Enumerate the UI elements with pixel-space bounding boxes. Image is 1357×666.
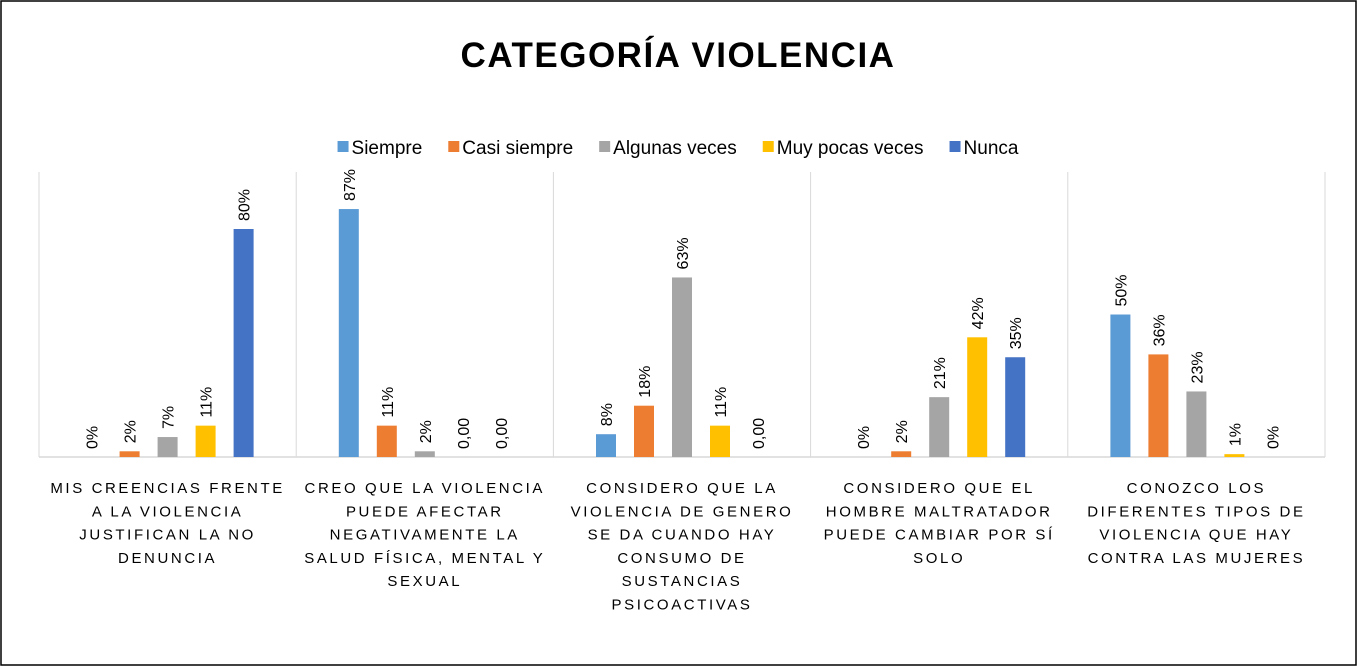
bar bbox=[119, 451, 140, 457]
legend: Siempre Casi siempre Algunas veces Muy poca… bbox=[337, 138, 1019, 159]
data-label: 7% bbox=[161, 406, 178, 429]
data-label: 42% bbox=[970, 297, 987, 329]
data-label: 0,00 bbox=[751, 418, 768, 449]
bar bbox=[672, 277, 692, 457]
x-tick-label: MIS CREENCIAS FRENTE A LA VIOLENCIA JUSTIF… bbox=[50, 480, 285, 567]
legend-label: Nunca bbox=[964, 138, 1019, 159]
data-label: 0% bbox=[85, 426, 102, 449]
data-label: 11% bbox=[380, 387, 397, 418]
bar bbox=[891, 451, 912, 457]
bar bbox=[195, 425, 216, 457]
data-label: 1% bbox=[1227, 423, 1244, 446]
x-tick-label: CONSIDERO QUE LA VIOLENCIA DE GENERO SE DA… bbox=[571, 480, 794, 614]
legend-label: Muy pocas veces bbox=[777, 138, 924, 159]
data-label: 50% bbox=[1113, 274, 1130, 306]
data-label: 0,00 bbox=[494, 418, 511, 449]
bar bbox=[233, 229, 254, 457]
x-tick-label: CONSIDERO QUE EL HOMBRE MALTRATADOR PUEDE … bbox=[824, 480, 1055, 567]
data-label: 0% bbox=[1265, 426, 1282, 449]
data-label: 36% bbox=[1151, 314, 1168, 346]
data-label: 18% bbox=[637, 366, 654, 398]
bar bbox=[1224, 454, 1245, 457]
legend-label: Algunas veces bbox=[613, 138, 737, 159]
data-label: 2% bbox=[894, 420, 911, 443]
bar bbox=[157, 437, 178, 457]
bar bbox=[338, 209, 359, 457]
legend-swatch bbox=[949, 141, 961, 152]
data-label: 11% bbox=[713, 387, 730, 418]
data-label: 2% bbox=[123, 420, 140, 443]
bar bbox=[1148, 354, 1169, 457]
bar bbox=[414, 451, 435, 457]
x-tick-label: CREO QUE LA VIOLENCIA PUEDE AFECTAR NEGATI… bbox=[304, 480, 545, 590]
chart-title: CATEGORÍA VIOLENCIA bbox=[461, 35, 896, 75]
data-label: 63% bbox=[675, 237, 692, 269]
data-label: 0% bbox=[856, 426, 873, 449]
legend-swatch bbox=[337, 141, 349, 152]
bar bbox=[710, 425, 730, 457]
data-label: 80% bbox=[237, 189, 254, 221]
data-label: 23% bbox=[1189, 351, 1206, 383]
data-label: 87% bbox=[342, 169, 359, 201]
bar bbox=[376, 425, 397, 457]
legend-label: Casi siempre bbox=[462, 138, 573, 159]
legend-swatch bbox=[599, 141, 611, 152]
data-label: 35% bbox=[1008, 317, 1025, 349]
bar bbox=[1005, 357, 1026, 457]
data-label: 11% bbox=[199, 387, 216, 418]
bar bbox=[1186, 391, 1207, 457]
x-tick-label: CONOZCO LOS DIFERENTES TIPOS DE VIOLENCIA … bbox=[1087, 480, 1305, 567]
bar bbox=[967, 337, 988, 457]
legend-swatch bbox=[448, 141, 460, 152]
bar bbox=[634, 405, 654, 457]
bar bbox=[1110, 314, 1131, 457]
data-label: 8% bbox=[599, 403, 616, 426]
bar bbox=[929, 397, 950, 457]
data-label: 2% bbox=[418, 420, 435, 443]
legend-swatch bbox=[762, 141, 774, 152]
legend-label: Siempre bbox=[352, 138, 423, 159]
data-label: 0,00 bbox=[456, 418, 473, 449]
bar bbox=[596, 434, 616, 457]
data-label: 21% bbox=[932, 357, 949, 389]
